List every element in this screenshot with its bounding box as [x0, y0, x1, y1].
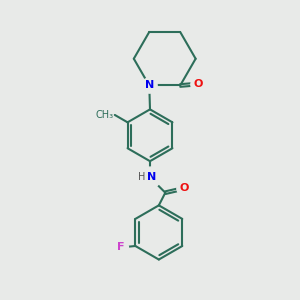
- Text: H: H: [138, 172, 146, 182]
- Text: O: O: [180, 183, 189, 193]
- Text: CH₃: CH₃: [95, 110, 113, 120]
- Text: O: O: [194, 79, 203, 89]
- Text: F: F: [117, 242, 124, 253]
- Text: N: N: [147, 172, 156, 182]
- Text: N: N: [145, 80, 154, 91]
